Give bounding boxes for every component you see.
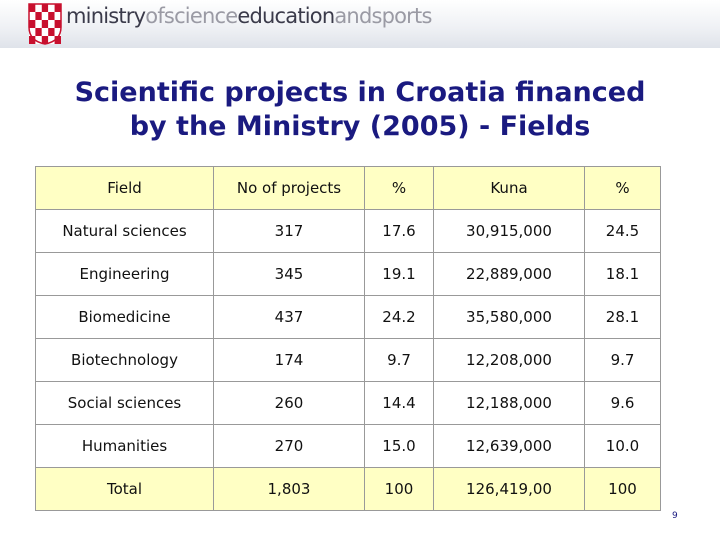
table-cell: 345 xyxy=(213,252,365,296)
check xyxy=(29,12,36,20)
table-row: Biomedicine 437 24.2 35,580,000 28.1 xyxy=(35,295,661,339)
table-cell: 9.6 xyxy=(584,381,661,425)
check xyxy=(54,4,61,12)
table-cell: 24.5 xyxy=(584,209,661,253)
check xyxy=(41,28,49,36)
page-number: 9 xyxy=(672,511,678,521)
check xyxy=(48,4,55,12)
check xyxy=(54,36,61,44)
table-cell: Kuna xyxy=(433,166,585,210)
table-cell: 24.2 xyxy=(364,295,434,339)
check xyxy=(41,12,49,20)
table-cell: Humanities xyxy=(35,424,214,468)
table-cell: 9.7 xyxy=(584,338,661,382)
check xyxy=(41,20,49,28)
title-line: Scientific projects in Croatia financed xyxy=(74,77,646,108)
check xyxy=(41,36,49,44)
table-cell: 18.1 xyxy=(584,252,661,296)
check xyxy=(48,36,55,44)
check xyxy=(35,12,42,20)
table-cell: 100 xyxy=(584,467,661,511)
table-cell: 10.0 xyxy=(584,424,661,468)
table-cell: 15.0 xyxy=(364,424,434,468)
table-row: Natural sciences 317 17.6 30,915,000 24.5 xyxy=(35,209,661,253)
table-cell: 1,803 xyxy=(213,467,365,511)
table-row: Biotechnology 174 9.7 12,208,000 9.7 xyxy=(35,338,661,382)
table-cell: No of projects xyxy=(213,166,365,210)
table-cell: 22,889,000 xyxy=(433,252,585,296)
check xyxy=(29,28,36,36)
data-table: Field No of projects% Kuna% Natural science… xyxy=(35,166,661,511)
table-cell: 28.1 xyxy=(584,295,661,339)
slide-title: Scientific projects in Croatia financed … xyxy=(0,76,720,144)
table-cell: Field xyxy=(35,166,214,210)
check xyxy=(48,20,55,28)
table-row: Humanities 270 15.0 12,639,000 10.0 xyxy=(35,424,661,468)
table-row: Social sciences 260 14.4 12,188,000 9.6 xyxy=(35,381,661,425)
logo: ministryofscienceeducationandsports xyxy=(66,4,432,28)
table-cell: 35,580,000 xyxy=(433,295,585,339)
table-row: Engineering 345 19.1 22,889,000 18.1 xyxy=(35,252,661,296)
table-cell: 100 xyxy=(364,467,434,511)
check xyxy=(54,12,61,20)
check xyxy=(35,28,42,36)
table-cell: 9.7 xyxy=(364,338,434,382)
table-row: Total 1,803 100 126,419,00 100 xyxy=(35,467,661,511)
coat-of-arms xyxy=(28,3,62,45)
table-cell: % xyxy=(364,166,434,210)
table-cell: Natural sciences xyxy=(35,209,214,253)
table-cell: 270 xyxy=(213,424,365,468)
check xyxy=(35,20,42,28)
check xyxy=(41,4,49,12)
logo-part: education xyxy=(237,4,335,28)
table-cell: 317 xyxy=(213,209,365,253)
logo-part: andsports xyxy=(334,4,432,28)
check xyxy=(29,20,36,28)
title-line: by the Ministry (2005) - Fields xyxy=(129,111,591,142)
check xyxy=(35,36,42,44)
table-cell: 12,208,000 xyxy=(433,338,585,382)
table-cell: 437 xyxy=(213,295,365,339)
check xyxy=(48,28,55,36)
logo-part: ofscience xyxy=(145,4,238,28)
table-cell: 14.4 xyxy=(364,381,434,425)
table-cell: Total xyxy=(35,467,214,511)
table-cell: 12,188,000 xyxy=(433,381,585,425)
table-cell: 19.1 xyxy=(364,252,434,296)
table-cell: Engineering xyxy=(35,252,214,296)
logo-part: ministry xyxy=(66,4,146,28)
check xyxy=(54,28,61,36)
check xyxy=(35,4,42,12)
check xyxy=(29,36,36,44)
table-cell: 260 xyxy=(213,381,365,425)
table-cell: Social sciences xyxy=(35,381,214,425)
table-row: Field No of projects% Kuna% xyxy=(35,166,661,210)
table-cell: 12,639,000 xyxy=(433,424,585,468)
check xyxy=(54,20,61,28)
check xyxy=(29,4,36,12)
table-cell: Biotechnology xyxy=(35,338,214,382)
table-cell: Biomedicine xyxy=(35,295,214,339)
table-cell: 17.6 xyxy=(364,209,434,253)
header-band xyxy=(0,0,720,48)
table-cell: % xyxy=(584,166,661,210)
table-cell: 30,915,000 xyxy=(433,209,585,253)
table-cell: 126,419,00 xyxy=(433,467,585,511)
table-cell: 174 xyxy=(213,338,365,382)
check xyxy=(48,12,55,20)
